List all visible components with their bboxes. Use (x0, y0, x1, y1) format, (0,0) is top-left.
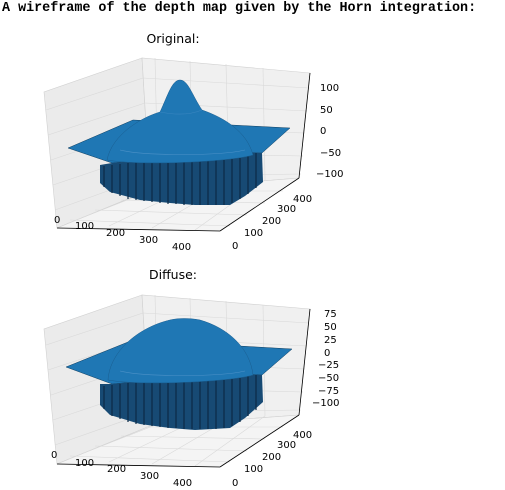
z-tick-label: −25 (318, 360, 339, 371)
surface-wall-stripes (103, 374, 257, 429)
z-tick-label: −50 (320, 148, 341, 159)
z-tick-label: −100 (316, 169, 343, 180)
z-tick-label: 100 (320, 83, 339, 94)
x-tick-label: 0 (51, 450, 57, 461)
z-tick-label: −100 (312, 398, 339, 409)
y-tick-label: 400 (293, 194, 312, 205)
x-tick-label: 400 (173, 478, 192, 489)
y-tick-label: 200 (262, 452, 281, 463)
plot-title-original: Original: (146, 31, 199, 46)
z-tick-label: 75 (324, 309, 337, 320)
surface-wall-stripes (103, 153, 257, 205)
surface-plot-diffuse: Diffuse: 0 100 200 300 400 0 100 200 300… (43, 267, 339, 489)
surface-walls (100, 152, 263, 205)
z-tick-label: 0 (324, 348, 330, 359)
z-tick-labels-original: 100 50 0 −50 −100 (316, 83, 343, 180)
x-tick-label: 200 (106, 228, 125, 239)
z-tick-labels-diffuse: 75 50 25 0 −25 −50 −75 −100 (312, 309, 339, 409)
z-tick-label: 25 (324, 335, 337, 346)
z-tick-label: 0 (320, 126, 326, 137)
axis-lines (56, 72, 311, 232)
surface-original (67, 79, 291, 205)
surface-walls (100, 373, 263, 430)
y-tick-labels-diffuse: 0 100 200 300 400 (232, 430, 312, 489)
y-tick-label: 0 (232, 478, 238, 489)
plot-title-diffuse: Diffuse: (149, 267, 197, 282)
axis-lines (56, 308, 311, 468)
y-tick-labels-original: 0 100 200 300 400 (232, 194, 312, 252)
z-tick-label: −75 (318, 386, 339, 397)
x-tick-label: 300 (140, 471, 159, 482)
surface-diffuse (65, 318, 293, 430)
surface-plot-original: Original: 0 100 200 300 400 0 100 200 30… (43, 31, 343, 253)
x-tick-label: 300 (139, 235, 158, 246)
y-tick-label: 300 (277, 204, 296, 215)
z-tick-label: −50 (318, 373, 339, 384)
x-tick-label: 400 (172, 242, 191, 253)
x-tick-labels-original: 0 100 200 300 400 (54, 215, 191, 253)
y-tick-label: 100 (244, 228, 263, 239)
x-tick-label: 200 (107, 464, 126, 475)
surface-dome (107, 318, 254, 384)
y-tick-label: 200 (262, 216, 281, 227)
x-tick-labels-diffuse: 0 100 200 300 400 (51, 450, 192, 489)
y-tick-label: 100 (244, 464, 263, 475)
page-heading: A wireframe of the depth map given by th… (2, 1, 477, 16)
z-tick-label: 50 (324, 322, 337, 333)
z-tick-label: 50 (320, 105, 333, 116)
y-tick-label: 400 (293, 430, 312, 441)
x-tick-label: 0 (54, 215, 60, 226)
y-tick-label: 0 (232, 241, 238, 252)
x-tick-label: 100 (75, 221, 94, 232)
y-tick-label: 300 (277, 440, 296, 451)
surface-dome (106, 79, 254, 164)
x-tick-label: 100 (75, 458, 94, 469)
